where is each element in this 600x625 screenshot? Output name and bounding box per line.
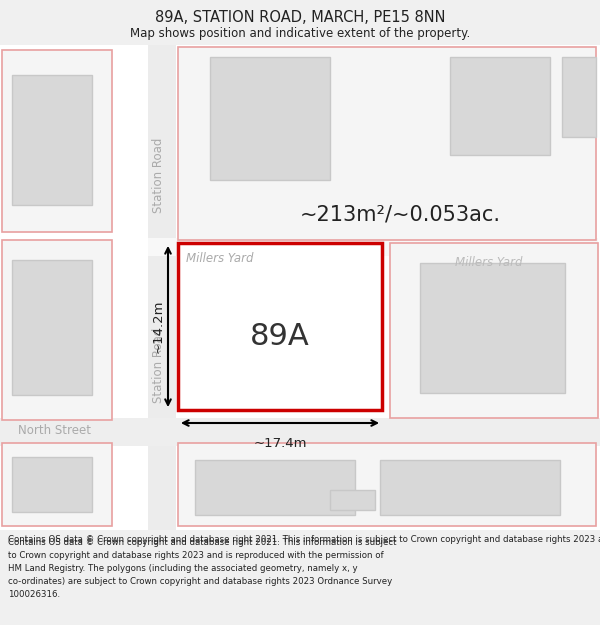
Text: co-ordinates) are subject to Crown copyright and database rights 2023 Ordnance S: co-ordinates) are subject to Crown copyr… <box>8 577 392 586</box>
Bar <box>148 238 598 256</box>
Bar <box>12 75 92 205</box>
Text: ~17.4m: ~17.4m <box>253 437 307 450</box>
Text: North Street: North Street <box>19 424 91 436</box>
Bar <box>178 443 596 526</box>
Text: 89A: 89A <box>250 322 310 351</box>
Bar <box>2 443 112 526</box>
Text: Contains OS data © Crown copyright and database right 2021. This information is : Contains OS data © Crown copyright and d… <box>8 535 600 544</box>
Text: Map shows position and indicative extent of the property.: Map shows position and indicative extent… <box>130 27 470 40</box>
Bar <box>12 457 92 512</box>
Bar <box>330 490 375 510</box>
Text: Millers Yard: Millers Yard <box>186 253 254 266</box>
Text: ~14.2m: ~14.2m <box>151 300 164 353</box>
Bar <box>210 263 345 383</box>
Text: Station Road: Station Road <box>151 138 164 212</box>
Bar <box>0 418 600 446</box>
Text: 89A, STATION ROAD, MARCH, PE15 8NN: 89A, STATION ROAD, MARCH, PE15 8NN <box>155 10 445 25</box>
Bar <box>148 45 176 530</box>
Bar <box>450 57 550 155</box>
Bar <box>390 243 598 418</box>
Bar <box>562 57 596 137</box>
Text: ~213m²/~0.053ac.: ~213m²/~0.053ac. <box>300 205 501 225</box>
Bar <box>178 243 382 410</box>
Bar <box>2 240 112 420</box>
Text: HM Land Registry. The polygons (including the associated geometry, namely x, y: HM Land Registry. The polygons (includin… <box>8 564 358 573</box>
Bar <box>420 263 565 393</box>
Text: to Crown copyright and database rights 2023 and is reproduced with the permissio: to Crown copyright and database rights 2… <box>8 551 383 560</box>
Bar <box>210 57 330 180</box>
Bar <box>178 47 596 240</box>
Bar <box>12 260 92 395</box>
Bar <box>380 460 560 515</box>
Text: Station Road: Station Road <box>151 328 164 402</box>
Text: Contains OS data © Crown copyright and database right 2021. This information is : Contains OS data © Crown copyright and d… <box>8 538 397 547</box>
Bar <box>195 460 355 515</box>
Bar <box>2 50 112 232</box>
Text: 100026316.: 100026316. <box>8 590 60 599</box>
Text: Millers Yard: Millers Yard <box>455 256 523 269</box>
